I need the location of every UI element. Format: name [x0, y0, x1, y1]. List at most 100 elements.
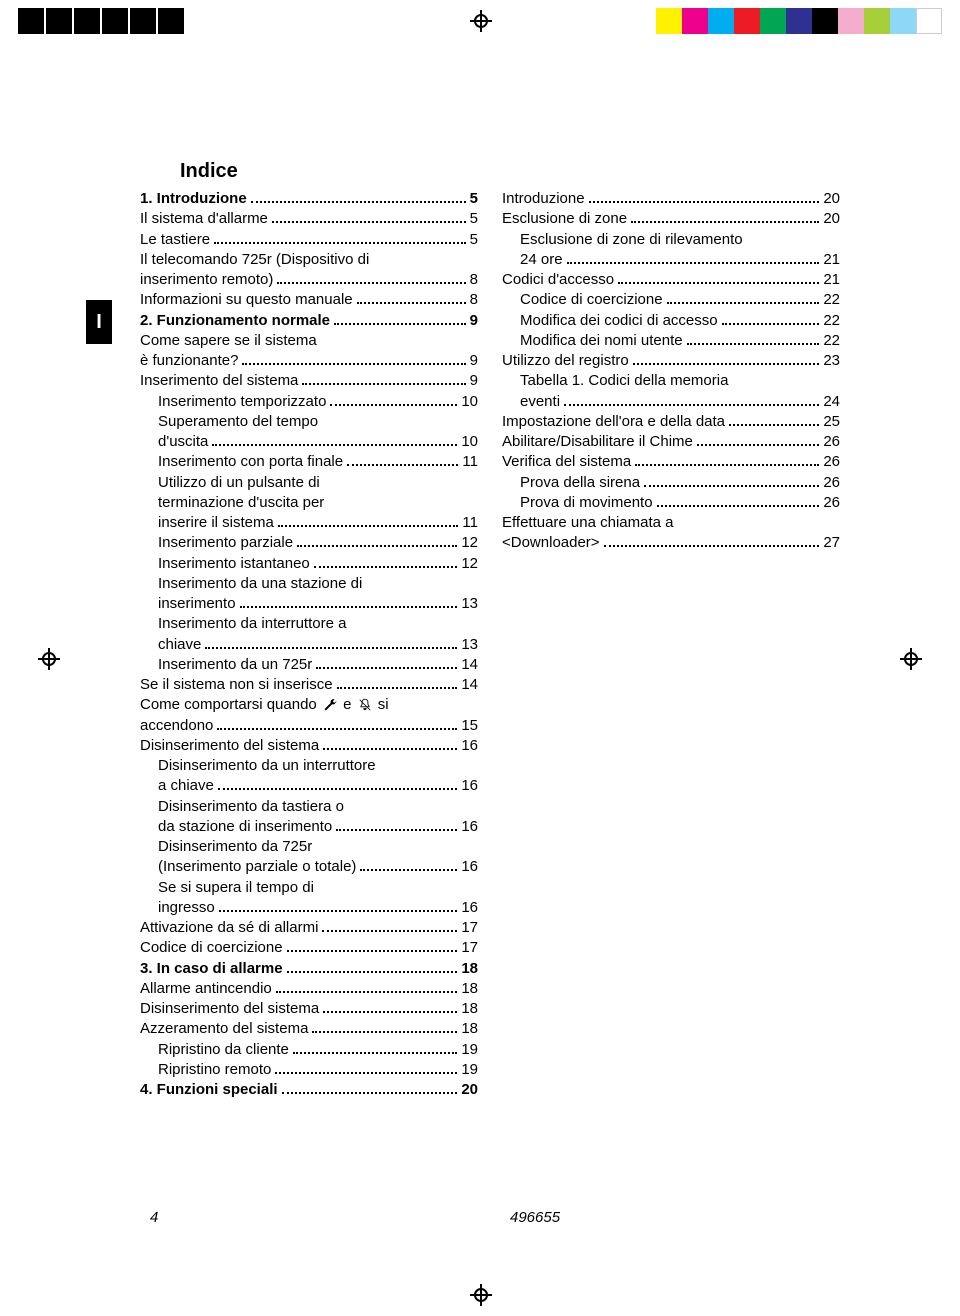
toc-leader-dots [334, 314, 466, 325]
toc-entry: Modifica dei nomi utente22 [502, 331, 840, 351]
toc-entry-page: 24 [823, 392, 840, 412]
toc-entry-text: Modifica dei codici di accesso [520, 311, 718, 331]
toc-entry-page: 18 [461, 999, 478, 1019]
toc-entry: Disinserimento da 725r [140, 837, 478, 857]
toc-entry-text: Utilizzo di un pulsante di [158, 473, 320, 493]
toc-entry-page: 26 [823, 432, 840, 452]
toc-entry: Allarme antincendio18 [140, 979, 478, 999]
toc-entry-text: Il sistema d'allarme [140, 209, 268, 229]
wrench-icon [323, 698, 337, 712]
toc-entry-text: eventi [520, 392, 560, 412]
toc-entry-page: 22 [823, 311, 840, 331]
toc-entry-page: 21 [823, 250, 840, 270]
toc-entry: <Downloader>27 [502, 533, 840, 553]
color-swatch [102, 8, 128, 34]
toc-leader-dots [312, 1023, 457, 1034]
toc-entry-page: 22 [823, 290, 840, 310]
toc-entry: Inserimento da interruttore a [140, 614, 478, 634]
toc-leader-dots [357, 294, 466, 305]
toc-entry: da stazione di inserimento16 [140, 817, 478, 837]
toc-leader-dots [212, 436, 457, 447]
toc-entry: Disinserimento del sistema16 [140, 736, 478, 756]
toc-entry: Codice di coercizione 17 [140, 938, 478, 958]
toc-leader-dots [667, 294, 820, 305]
toc-entry: Ripristino da cliente19 [140, 1040, 478, 1060]
toc-leader-dots [323, 1003, 457, 1014]
toc-entry: Disinserimento del sistema18 [140, 999, 478, 1019]
toc-entry: d'uscita10 [140, 432, 478, 452]
toc-leader-dots [277, 274, 465, 285]
toc-entry-text: Abilitare/Disabilitare il Chime [502, 432, 693, 452]
toc-entry-text: ingresso [158, 898, 215, 918]
toc-entry-page: 12 [461, 533, 478, 553]
toc-entry: Inserimento da un 725r14 [140, 655, 478, 675]
toc-entry: Come sapere se il sistema [140, 331, 478, 351]
color-swatch [158, 8, 184, 34]
toc-entry: Superamento del tempo [140, 412, 478, 432]
toc-entry-text: Disinserimento del sistema [140, 736, 319, 756]
toc-leader-dots [316, 658, 457, 669]
toc-entry-text: Impostazione dell'ora e della data [502, 412, 725, 432]
toc-leader-dots [219, 901, 458, 912]
toc-entry-text: (Inserimento parziale o totale) [158, 857, 356, 877]
toc-leader-dots [564, 395, 819, 406]
toc-entry-page: 18 [461, 1019, 478, 1039]
toc-leader-dots [205, 638, 457, 649]
toc-entry: Tabella 1. Codici della memoria [502, 371, 840, 391]
toc-column-1: 1. Introduzione5Il sistema d'allarme5Le … [140, 189, 478, 1100]
toc-entry-text: 2. Funzionamento normale [140, 311, 330, 331]
color-swatch [682, 8, 708, 34]
toc-entry: Disinserimento da tastiera o [140, 797, 478, 817]
toc-entry-text: Inserimento con porta finale [158, 452, 343, 472]
toc-entry-text: accendono [140, 716, 213, 736]
toc-entry-text: Codice di coercizione [140, 938, 283, 958]
toc-leader-dots [322, 922, 457, 933]
color-swatch [656, 8, 682, 34]
toc-entry-text: Ripristino da cliente [158, 1040, 289, 1060]
toc-entry: Inserimento con porta finale 11 [140, 452, 478, 472]
toc-entry: Informazioni su questo manuale8 [140, 290, 478, 310]
toc-entry: a chiave16 [140, 776, 478, 796]
toc-entry-text: 24 ore [520, 250, 563, 270]
toc-entry-page: 16 [461, 776, 478, 796]
toc-entry-text: Se si supera il tempo di [158, 878, 314, 898]
toc-entry: Inserimento istantaneo12 [140, 554, 478, 574]
toc-entry-page: 8 [470, 270, 478, 290]
toc-entry: inserire il sistema11 [140, 513, 478, 533]
toc-entry-page: 16 [461, 857, 478, 877]
toc-entry-text: Disinserimento da 725r [158, 837, 312, 857]
registration-mark-bottom [470, 1284, 492, 1306]
toc-leader-dots [287, 942, 458, 953]
toc-entry-page: 17 [461, 938, 478, 958]
toc-entry-page: 8 [470, 290, 478, 310]
registration-mark-right [900, 648, 922, 670]
toc-entry: Prova della sirena26 [502, 473, 840, 493]
toc-entry-page: 11 [462, 452, 478, 472]
toc-entry-page: 27 [823, 533, 840, 553]
toc-entry-page: 5 [470, 209, 478, 229]
toc-entry-text: Inserimento temporizzato [158, 392, 326, 412]
color-swatch [812, 8, 838, 34]
toc-leader-dots [336, 820, 457, 831]
toc-entry: Ripristino remoto19 [140, 1060, 478, 1080]
toc-entry-page: 25 [823, 412, 840, 432]
toc-leader-dots [631, 213, 819, 224]
toc-leader-dots [240, 598, 458, 609]
toc-leader-dots [567, 253, 820, 264]
toc-leader-dots [217, 719, 457, 730]
toc-entry: accendono 15 [140, 716, 478, 736]
toc-entry-page: 15 [461, 716, 478, 736]
toc-entry: chiave13 [140, 635, 478, 655]
color-swatch [786, 8, 812, 34]
toc-entry: terminazione d'uscita per [140, 493, 478, 513]
page-content: Indice 1. Introduzione5Il sistema d'alla… [140, 160, 840, 1100]
toc-entry-text: Utilizzo del registro [502, 351, 629, 371]
bell-crossed-icon [358, 698, 372, 712]
toc-entry-text: Inserimento istantaneo [158, 554, 310, 574]
toc-entry: Utilizzo di un pulsante di [140, 473, 478, 493]
toc-entry-page: 20 [823, 189, 840, 209]
toc-entry-text: Il telecomando 725r (Dispositivo di [140, 250, 369, 270]
toc-entry-text: Come sapere se il sistema [140, 331, 317, 351]
toc-entry: inserimento13 [140, 594, 478, 614]
toc-entry-page: 20 [461, 1080, 478, 1100]
